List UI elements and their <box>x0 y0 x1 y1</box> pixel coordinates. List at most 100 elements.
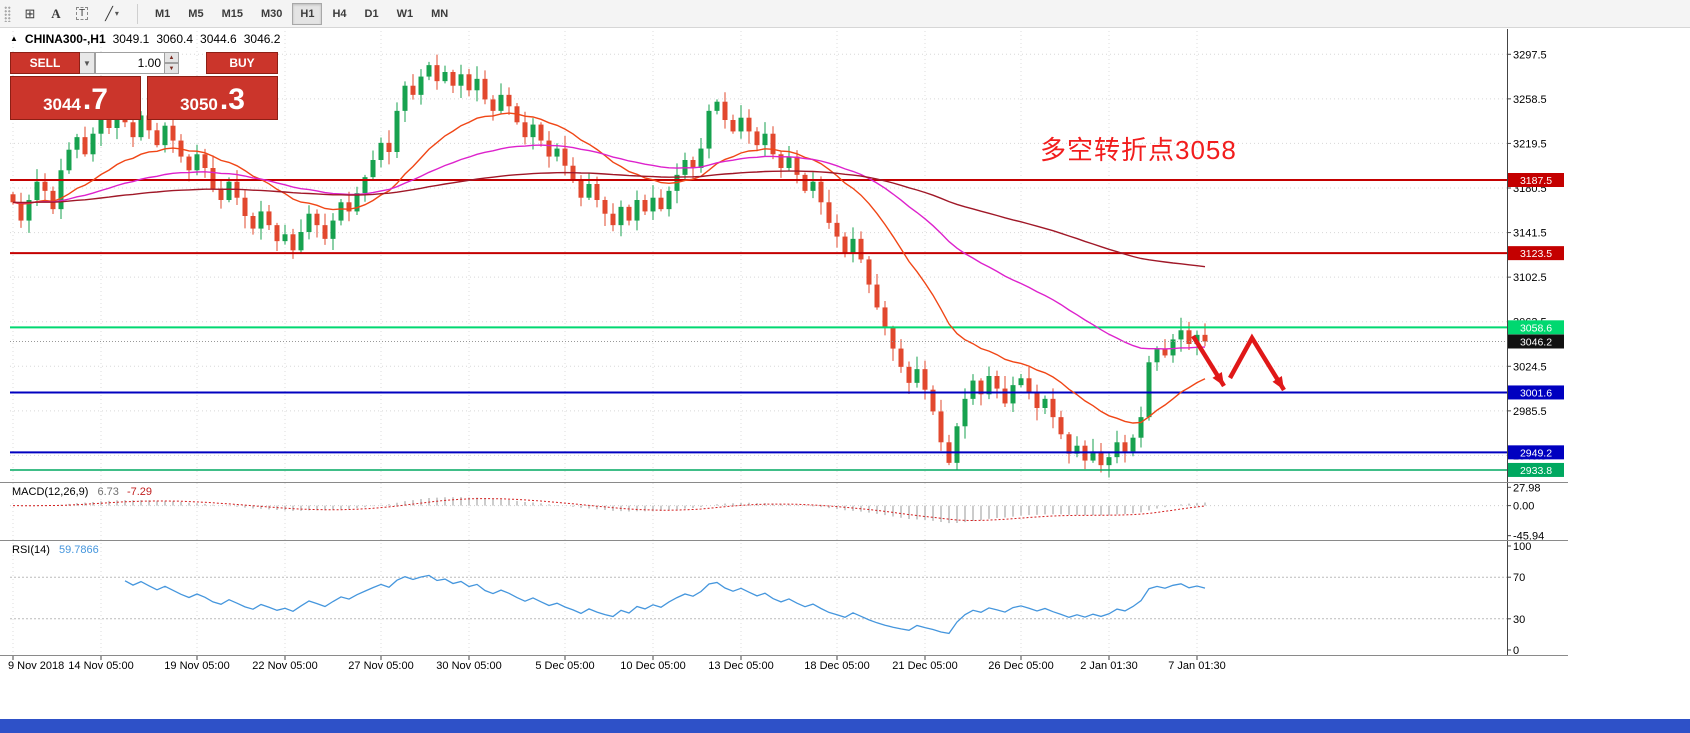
candle-body <box>522 122 528 138</box>
candle-body <box>18 202 24 221</box>
candle-body <box>898 348 904 367</box>
price-badge <box>1508 320 1564 335</box>
x-axis-label: 19 Nov 05:00 <box>164 660 229 672</box>
label-tool-button[interactable]: T <box>69 3 95 25</box>
y-axis-label: 2985.5 <box>1513 406 1547 418</box>
x-axis-label: 10 Dec 05:00 <box>620 660 685 672</box>
candle-body <box>906 366 912 383</box>
candle-body <box>1066 434 1072 454</box>
timeframe-m5-button[interactable]: M5 <box>180 3 211 25</box>
timeframe-mn-button[interactable]: MN <box>423 3 456 25</box>
low-value: 3044.6 <box>200 32 237 46</box>
timeframe-h4-button[interactable]: H4 <box>324 3 354 25</box>
text-tool-button[interactable]: A <box>43 3 69 25</box>
candle-body <box>114 112 120 128</box>
candle-body <box>1026 378 1032 392</box>
volume-increase-button[interactable]: ▲ <box>165 52 179 63</box>
rsi-line <box>124 574 1206 635</box>
candle-body <box>954 426 960 463</box>
candle-body <box>186 156 192 171</box>
candle-body <box>890 328 896 349</box>
candle-body <box>818 181 824 203</box>
trend-arrow-drawing[interactable] <box>1228 333 1286 392</box>
x-axis-label: 26 Dec 05:00 <box>988 660 1053 672</box>
trend-arrow-head <box>1212 372 1224 386</box>
candle-body <box>330 220 336 239</box>
moving-average-line <box>12 170 1206 268</box>
arrow-down-icon: ▼ <box>168 65 175 72</box>
candle-body <box>802 174 808 191</box>
x-axis-label: 30 Nov 05:00 <box>436 660 501 672</box>
timeframe-w1-button[interactable]: W1 <box>389 3 422 25</box>
chevron-down-icon: ▼ <box>83 58 91 68</box>
candle-body <box>722 101 728 120</box>
candle-body <box>1002 388 1008 404</box>
candle-body <box>858 238 864 260</box>
candle-body <box>474 78 480 91</box>
candle-body <box>1146 362 1152 418</box>
timeframe-m30-button[interactable]: M30 <box>253 3 290 25</box>
sell-button[interactable]: SELL <box>10 52 80 74</box>
candle-body <box>42 181 48 191</box>
price-badge-label: 3046.2 <box>1520 336 1552 348</box>
collapse-trade-panel-icon[interactable]: ▲ <box>10 34 18 43</box>
price-badge <box>1508 173 1564 187</box>
candle-body <box>962 398 968 427</box>
candle-body <box>794 156 800 175</box>
one-click-trading-panel: SELL ▼ ▲ ▼ BUY 3044 .7 <box>10 52 278 120</box>
candle-body <box>1050 398 1056 418</box>
price-badge <box>1508 445 1564 460</box>
volume-input[interactable] <box>95 52 165 74</box>
timeframe-m1-button[interactable]: M1 <box>147 3 178 25</box>
grid-tool-button[interactable]: ⊞ <box>17 3 43 25</box>
candle-body <box>842 236 848 253</box>
candle-body <box>770 133 776 155</box>
candle-body <box>1202 334 1208 342</box>
candle-body <box>58 170 64 210</box>
timeframe-m15-button[interactable]: M15 <box>214 3 251 25</box>
price-badge <box>1508 385 1564 400</box>
timeframe-h1-button[interactable]: H1 <box>292 2 323 25</box>
candle-body <box>338 202 344 221</box>
chevron-down-icon: ▾ <box>114 9 119 18</box>
candle-body <box>546 140 552 157</box>
candle-body <box>50 190 56 210</box>
candle-body <box>706 110 712 149</box>
candle-body <box>450 72 456 86</box>
candle-body <box>378 142 384 160</box>
candle-body <box>1034 392 1040 408</box>
symbol-period-label: CHINA300-,H1 <box>24 32 106 46</box>
price-badge <box>1508 462 1564 477</box>
buy-price-display[interactable]: 3050 .3 <box>147 76 278 120</box>
volume-decrease-button[interactable]: ▼ <box>165 63 179 74</box>
chart-ohlc-header: ▲ CHINA300-,H1 3049.1 3060.4 3044.6 3046… <box>10 32 280 46</box>
candle-body <box>1090 451 1096 461</box>
text-tool-icon: A <box>51 5 61 21</box>
candle-body <box>762 133 768 146</box>
price-badge <box>1508 334 1564 349</box>
buy-button[interactable]: BUY <box>206 52 278 74</box>
candle-body <box>610 213 616 226</box>
candle-body <box>162 125 168 146</box>
candle-body <box>618 206 624 226</box>
toolbar-grip[interactable] <box>4 5 11 22</box>
rsi-name: RSI(14) <box>12 544 50 556</box>
candle-body <box>1130 437 1136 452</box>
macd-name: MACD(12,26,9) <box>12 486 89 498</box>
candle-body <box>714 101 720 111</box>
sell-price-display[interactable]: 3044 .7 <box>10 76 141 120</box>
candle-body <box>282 234 288 242</box>
candle-body <box>322 225 328 239</box>
shapes-tool-button[interactable]: ╱ ▾ <box>95 3 129 25</box>
price-badge-label: 2933.8 <box>1520 465 1552 477</box>
candle-body <box>530 124 536 138</box>
buy-price-main: 3050 <box>180 94 218 114</box>
timeframe-d1-button[interactable]: D1 <box>357 3 387 25</box>
candle-body <box>490 99 496 111</box>
chart-text-annotation[interactable]: 多空转折点3058 <box>1040 135 1237 165</box>
candle-body <box>274 225 280 242</box>
volume-dropdown-button[interactable]: ▼ <box>80 52 95 74</box>
candle-body <box>666 190 672 210</box>
candle-body <box>258 211 264 229</box>
